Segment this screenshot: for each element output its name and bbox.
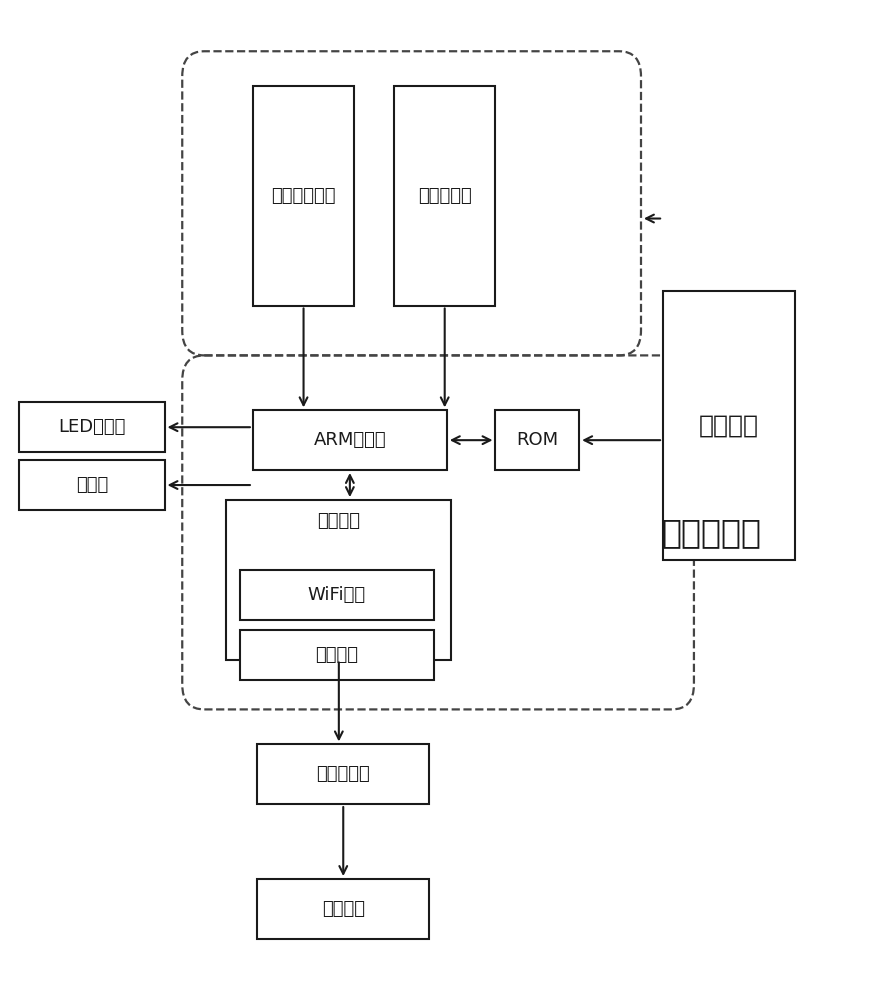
Text: LED指示灯: LED指示灯 <box>58 418 126 436</box>
Text: 无线模块: 无线模块 <box>318 512 360 530</box>
Bar <box>394 86 496 306</box>
Bar <box>253 86 354 306</box>
Text: ROM: ROM <box>516 431 558 449</box>
Bar <box>240 570 434 620</box>
Bar <box>258 744 429 804</box>
Text: 麦克风: 麦克风 <box>76 476 108 494</box>
Text: 供电模块: 供电模块 <box>699 413 759 437</box>
Bar <box>496 410 580 470</box>
Text: WiFi模块: WiFi模块 <box>308 586 366 604</box>
Bar <box>253 410 447 470</box>
Text: 终端设备: 终端设备 <box>322 900 365 918</box>
Text: 主控电路板: 主控电路板 <box>662 516 762 549</box>
Text: 蓝牙模块: 蓝牙模块 <box>315 646 358 664</box>
Bar <box>227 500 451 660</box>
Bar <box>258 879 429 939</box>
Bar <box>240 630 434 680</box>
Text: 重力传感器: 重力传感器 <box>418 187 472 205</box>
Bar <box>19 460 165 510</box>
Bar <box>19 402 165 452</box>
Bar <box>663 291 796 560</box>
Text: 云端处理器: 云端处理器 <box>316 765 370 783</box>
Text: 脑电波传感器: 脑电波传感器 <box>272 187 335 205</box>
Text: ARM处理器: ARM处理器 <box>313 431 386 449</box>
